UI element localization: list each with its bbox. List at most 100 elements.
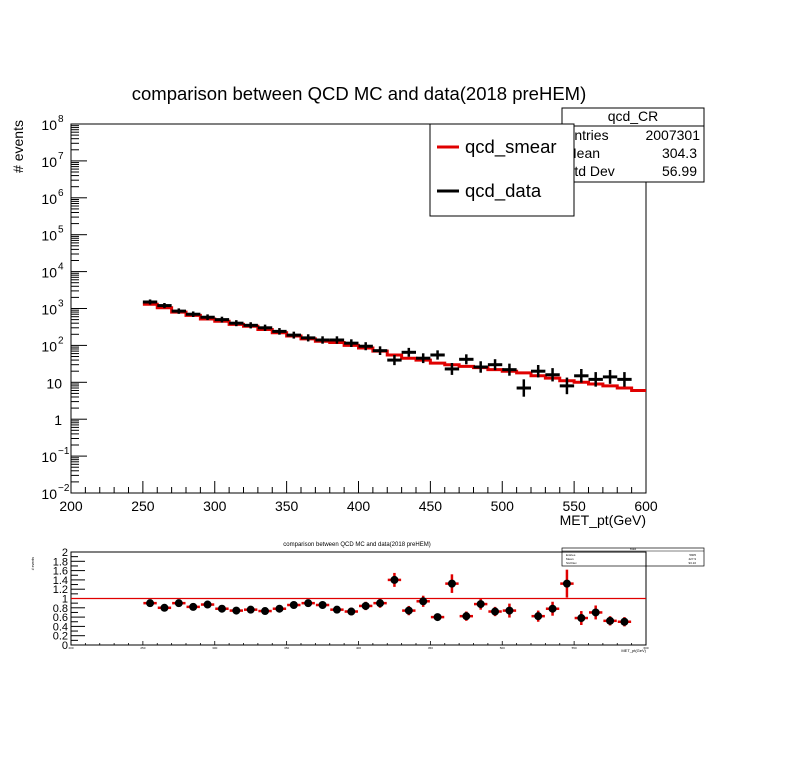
ratio-point (387, 572, 402, 587)
ratio-stats-entries-value: 5905 (689, 553, 696, 557)
ratio-point (402, 605, 416, 616)
main-xlabel: MET_pt(GeV) (560, 512, 646, 528)
ratio-point (157, 603, 172, 612)
data-point (502, 363, 517, 376)
main-y-tick-label: 10 (41, 265, 57, 281)
legend-overlay: qcd_smear qcd_data (437, 136, 557, 202)
ratio-y-tick-label: 1.6 (53, 566, 68, 578)
data-point (516, 379, 531, 397)
main-y-tick-exponent: −2 (58, 483, 70, 494)
main-x-tick-label: 200 (59, 498, 83, 514)
ratio-y-tick-label: 1.8 (53, 556, 68, 568)
data-point (272, 328, 287, 335)
ratio-point (287, 601, 301, 610)
main-x-tick-label: 600 (634, 498, 658, 514)
stats-entries-value: 2007301 (645, 127, 700, 143)
data-point (286, 331, 301, 339)
data-point (473, 361, 488, 373)
main-y-tick-exponent: 3 (58, 299, 64, 310)
ratio-x-tick-label: 300 (212, 646, 217, 650)
ratio-point (502, 603, 517, 618)
ratio-point (315, 601, 330, 610)
ratio-point (258, 607, 272, 616)
main-y-tick-label: 10 (41, 486, 57, 502)
ratio-stats-name: hratio (630, 548, 637, 551)
ratio-point (560, 569, 574, 598)
ratio-y-tick-label: 0 (62, 640, 68, 652)
ratio-point (445, 574, 459, 593)
ratio-point (143, 599, 157, 608)
ratio-y-tick-label: 0.4 (53, 621, 68, 633)
ratio-point (416, 595, 430, 607)
ratio-point (373, 598, 387, 608)
ratio-point (488, 606, 502, 617)
data-point (487, 359, 503, 371)
ratio-title: comparison between QCD MC and data(2018 … (283, 542, 430, 548)
series-qcd-data (142, 299, 632, 397)
main-y-tick-label: 10 (41, 228, 57, 244)
ratio-stats-entries-label: Entries (566, 553, 576, 557)
data-point (401, 347, 416, 357)
ratio-point (200, 600, 215, 609)
ratio-x-tick-label: 350 (284, 646, 289, 650)
data-point (588, 372, 603, 387)
main-y-tick-exponent: 6 (58, 188, 64, 199)
data-point (372, 346, 388, 355)
main-y-tick-label: 10 (41, 117, 57, 133)
main-y-tick-exponent: 8 (58, 114, 64, 125)
ratio-point (172, 599, 186, 608)
ratio-point (272, 604, 287, 613)
ratio-stats-stddev-label: Std Dev (566, 561, 577, 565)
data-point (416, 353, 431, 364)
main-x-tick-label: 450 (419, 498, 443, 514)
ratio-x-tick-label: 550 (572, 646, 577, 650)
main-x-tick-label: 550 (562, 498, 586, 514)
data-point (602, 369, 618, 384)
ratio-point (344, 607, 358, 616)
ratio-point (603, 616, 617, 626)
ratio-x-axis: 200 250 300 350 400 450 500 550 600 (68, 641, 649, 650)
data-point (444, 363, 460, 375)
ratio-point (359, 601, 373, 611)
data-point (531, 364, 546, 378)
ratio-point (459, 611, 473, 621)
main-x-tick-label: 300 (203, 498, 227, 514)
main-y-tick-exponent: 5 (58, 225, 64, 236)
main-x-tick-label: 350 (275, 498, 299, 514)
data-point (459, 354, 474, 365)
ratio-stats-stddev-value: 93.10 (688, 561, 696, 565)
ratio-xlabel: MET_pt(GeV) (621, 648, 646, 653)
ratio-x-tick-label: 200 (68, 646, 73, 650)
data-point (243, 322, 258, 329)
data-point (617, 372, 632, 387)
ratio-point (531, 610, 545, 622)
ratio-point (301, 599, 315, 608)
ratio-x-tick-label: 450 (428, 646, 433, 650)
data-point (574, 369, 589, 383)
ratio-y-tick-label: 1.4 (53, 575, 68, 587)
main-y-tick-label: 10 (46, 375, 62, 391)
ratio-points (143, 569, 632, 627)
data-point (229, 320, 244, 327)
data-point (315, 336, 330, 344)
ratio-y-axis: 00.20.40.60.811.21.41.61.82 (53, 547, 85, 652)
main-y-tick-label: 10 (41, 302, 57, 318)
ratio-y-tick-label: 0.8 (53, 603, 68, 615)
stats-stddev-label: Std Dev (565, 163, 615, 179)
ratio-y-tick-label: 1.2 (53, 584, 68, 596)
main-y-tick-exponent: 4 (58, 262, 64, 273)
main-x-tick-label: 250 (131, 498, 155, 514)
data-point (329, 336, 345, 344)
data-point (430, 350, 445, 360)
data-point (559, 377, 575, 395)
data-point (142, 299, 158, 305)
main-x-axis: 200 250 300 350 400 450 500 550 600 (59, 481, 658, 514)
ratio-ylabel: # events (31, 557, 35, 570)
ratio-point (474, 598, 488, 610)
data-point (358, 342, 373, 351)
main-y-tick-label: 10 (41, 154, 57, 170)
main-y-tick-label: 10 (41, 191, 57, 207)
stats-mean-value: 304.3 (662, 145, 697, 161)
